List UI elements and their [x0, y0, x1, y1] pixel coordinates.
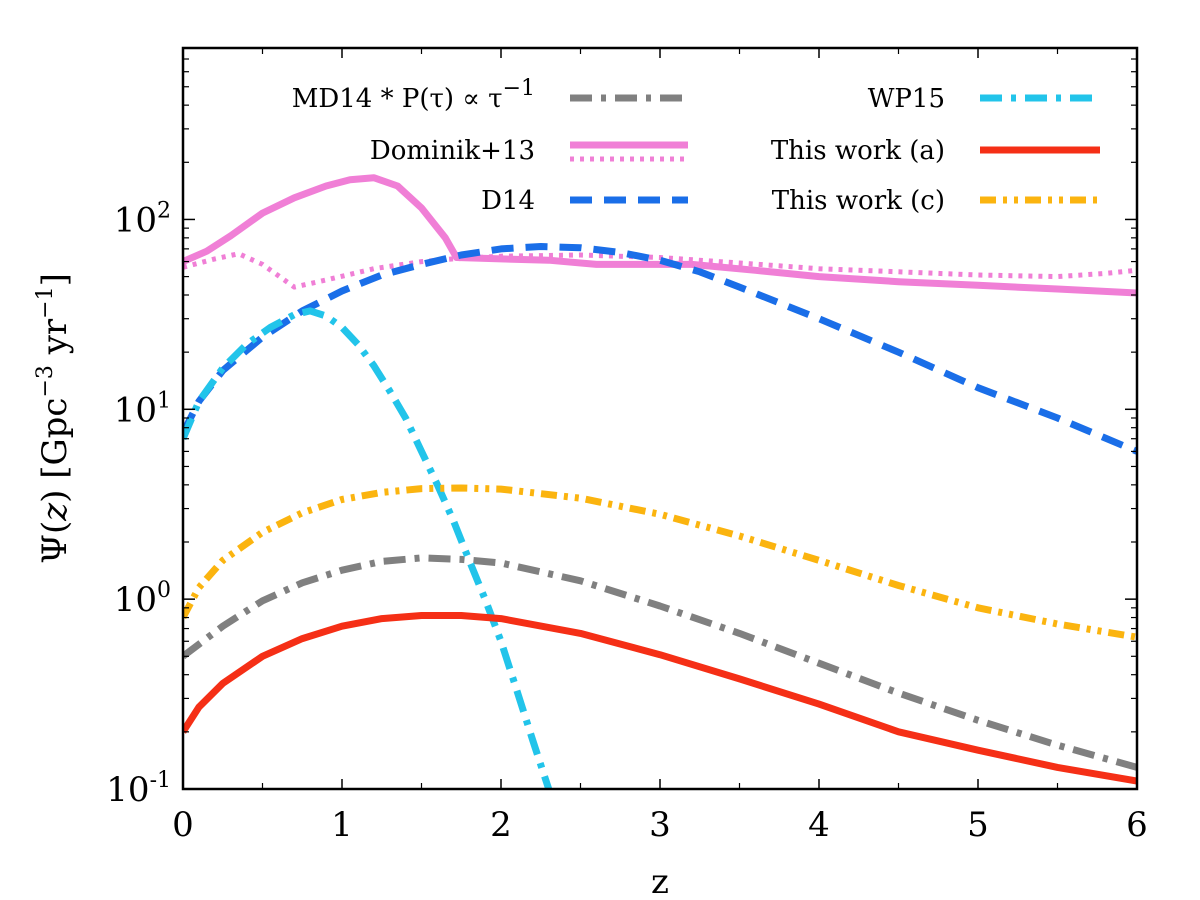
legend: MD14 * P(τ) ∝ τ−1 Dominik+13 D14 WP15 This w…: [292, 76, 1100, 216]
x-axis-label: z: [651, 862, 669, 900]
y-tick-label: 101: [114, 388, 171, 430]
plot-frame: [181, 46, 1139, 791]
x-tick-label: 5: [967, 805, 989, 845]
y-tick-label: 10-1: [106, 768, 171, 810]
series-line-3: [183, 243, 1137, 455]
series-line-4: [183, 307, 553, 789]
y-tick-label: 102: [114, 198, 171, 240]
legend-label: This work (a): [771, 136, 945, 166]
series-line-2: [183, 251, 1137, 290]
x-tick-label: 6: [1126, 805, 1148, 845]
series-line-5: [183, 612, 1137, 785]
legend-label: This work (c): [772, 186, 945, 216]
series-line-1: [183, 174, 1137, 297]
series-line-0: [183, 554, 1137, 771]
y-tick-label: 100: [114, 578, 171, 620]
series-layer: [183, 174, 1137, 789]
legend-label: WP15: [868, 84, 945, 114]
x-tick-label: 4: [808, 805, 830, 845]
y-axis-label-text: Ψ(z) [Gpc−3 yr−1]: [33, 273, 75, 564]
x-tick-label: 1: [331, 805, 353, 845]
legend-label: D14: [481, 186, 535, 216]
series-line-6: [183, 484, 1137, 641]
y-axis-label: Ψ(z) [Gpc−3 yr−1]: [33, 273, 75, 564]
x-tick-label: 3: [649, 805, 671, 845]
legend-label: MD14 * P(τ) ∝ τ−1: [292, 76, 535, 114]
legend-label: Dominik+13: [370, 136, 535, 166]
x-tick-label: 0: [172, 805, 194, 845]
x-tick-label: 2: [490, 805, 512, 845]
ticks-layer: 0 1 2 3 4 5 6 10-1 100 101 102: [106, 47, 1148, 845]
